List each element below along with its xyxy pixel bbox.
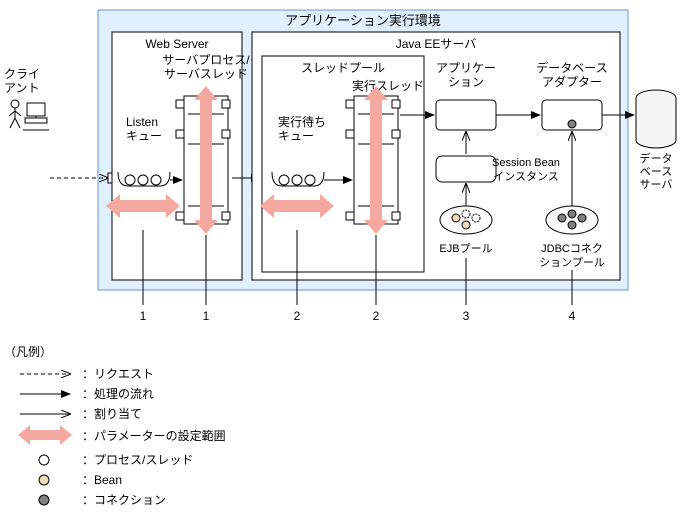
application-label-1: アプリケー bbox=[436, 61, 496, 75]
conn-dot bbox=[568, 210, 576, 218]
session-bean-label-1: Session Bean bbox=[492, 157, 560, 169]
legend-connection: ：コネクション bbox=[82, 493, 166, 507]
footnote-3: 3 bbox=[463, 309, 470, 323]
legend-bean: ：Bean bbox=[82, 473, 122, 487]
threadpool-title: スレッドプール bbox=[301, 61, 385, 75]
legend-process: ：プロセス/スレッド bbox=[82, 453, 193, 467]
conn-dot bbox=[568, 221, 576, 229]
listen-queue-label-1: Listen bbox=[126, 115, 158, 129]
exec-thread-label: 実行スレッド bbox=[352, 78, 424, 93]
process-thread-label-2: サーバスレッド bbox=[164, 67, 248, 81]
process-thread-label-1: サーバプロセス/ bbox=[162, 53, 250, 67]
jdbc-pool-label-2: ションプール bbox=[539, 256, 605, 269]
client-label-1: クライ bbox=[4, 67, 40, 81]
javaee-title: Java EEサーバ bbox=[396, 37, 477, 51]
legend-process-icon bbox=[39, 455, 49, 465]
env-title: アプリケーション実行環境 bbox=[285, 13, 441, 28]
ejb-pool-label: EJBプール bbox=[439, 242, 492, 255]
db-adapter-label-1: データベース bbox=[536, 60, 607, 75]
bean-dot bbox=[452, 214, 460, 222]
client-label-2: アント bbox=[4, 81, 40, 95]
bean-dot bbox=[462, 221, 470, 229]
footnote-1b: 1 bbox=[203, 309, 210, 323]
conn-dot-in-adapter bbox=[568, 120, 576, 128]
wait-queue-label-2: キュー bbox=[278, 129, 314, 143]
client-icon bbox=[9, 100, 49, 130]
listen-queue-label-2: キュー bbox=[126, 129, 162, 143]
application-box bbox=[436, 100, 496, 130]
db-adapter-label-2: アダプター bbox=[542, 74, 602, 89]
footnote-2a: 2 bbox=[294, 309, 301, 323]
jdbc-pool-label-1: JDBCコネク bbox=[541, 242, 603, 255]
legend-bean-icon bbox=[39, 475, 49, 485]
legend-request: ：リクエスト bbox=[82, 367, 154, 381]
legend-param: ：パラメーターの設定範囲 bbox=[82, 428, 226, 443]
legend-flow: ：処理の流れ bbox=[82, 387, 154, 401]
session-bean-label-2: インスタンス bbox=[493, 170, 559, 183]
db-cylinder bbox=[636, 90, 676, 148]
legend-title: （凡例） bbox=[4, 345, 52, 359]
footnote-4: 4 bbox=[569, 309, 576, 323]
footnote-1a: 1 bbox=[140, 309, 147, 323]
conn-dot bbox=[558, 214, 566, 222]
session-bean-box bbox=[436, 156, 496, 182]
db-server-label-1: データ bbox=[640, 151, 673, 165]
application-label-2: ション bbox=[448, 75, 484, 89]
db-server-label-3: サーバ bbox=[640, 178, 673, 191]
legend-assign: ：割り当て bbox=[82, 406, 142, 421]
legend-param-icon bbox=[18, 425, 72, 445]
web-server-title: Web Server bbox=[145, 37, 208, 51]
legend-conn-icon bbox=[39, 495, 49, 505]
db-server-label-2: ベース bbox=[640, 166, 672, 178]
conn-dot bbox=[578, 214, 586, 222]
wait-queue-label-1: 実行待ち bbox=[278, 114, 326, 129]
footnote-2b: 2 bbox=[373, 309, 380, 323]
